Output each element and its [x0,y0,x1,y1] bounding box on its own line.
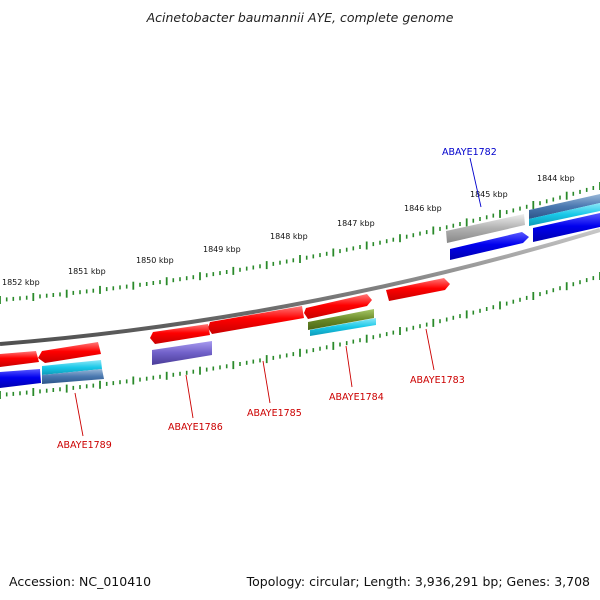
gene-label[interactable]: ABAYE1782 [442,147,497,158]
leader-line [345,345,353,388]
gene-feature[interactable] [529,203,600,226]
kbp-label: 1849 kbp [203,245,241,254]
gene-feature[interactable] [308,309,374,330]
gene-label[interactable]: ABAYE1785 [247,408,302,419]
map-title: Acinetobacter baumannii AYE, complete ge… [146,10,454,25]
kbp-scale-labels: 1852 kbp 1851 kbp 1850 kbp 1849 kbp 1848… [2,174,575,287]
gene-feature[interactable] [533,213,600,242]
kbp-label: 1844 kbp [537,174,575,183]
gene-feature[interactable] [152,341,212,365]
leader-line [185,374,194,419]
kbp-label: 1852 kbp [2,278,40,287]
kbp-label: 1846 kbp [404,204,442,213]
kbp-label: 1848 kbp [270,232,308,241]
gene-feature[interactable] [42,369,104,384]
kbp-label: 1850 kbp [136,256,174,265]
gene-feature[interactable] [42,360,102,375]
kbp-label: 1845 kbp [470,190,508,199]
gene-label[interactable]: ABAYE1784 [329,392,384,403]
gene-feature[interactable] [38,342,101,363]
gene-feature[interactable] [0,369,41,388]
accession-text: Accession: NC_010410 [9,574,152,589]
gene-feature[interactable] [150,324,210,344]
kbp-label: 1851 kbp [68,267,106,276]
gene-feature[interactable] [0,351,39,367]
leader-line [469,157,482,208]
upper-tick-track [0,182,600,304]
leader-lines [74,157,482,437]
gene-feature[interactable] [304,294,372,319]
gene-feature[interactable] [529,194,600,219]
gene-feature[interactable] [450,232,529,260]
gene-feature[interactable] [386,278,450,301]
kbp-label: 1847 kbp [337,219,375,228]
gene-feature[interactable] [446,214,525,243]
gene-label[interactable]: ABAYE1789 [57,440,112,451]
gene-feature[interactable] [208,306,304,334]
leader-line [74,392,84,437]
leader-line [262,360,271,404]
gene-label[interactable]: ABAYE1786 [168,422,223,433]
gene-feature[interactable] [310,318,376,336]
leader-line [425,328,435,371]
gene-label[interactable]: ABAYE1783 [410,375,465,386]
gene-labels: ABAYE1782 ABAYE1783 ABAYE1784 ABAYE1785 … [57,147,497,451]
topology-text: Topology: circular; Length: 3,936,291 bp… [246,574,590,589]
gene-features [0,194,600,388]
lower-tick-track [0,272,600,399]
genome-backbone [0,228,600,346]
